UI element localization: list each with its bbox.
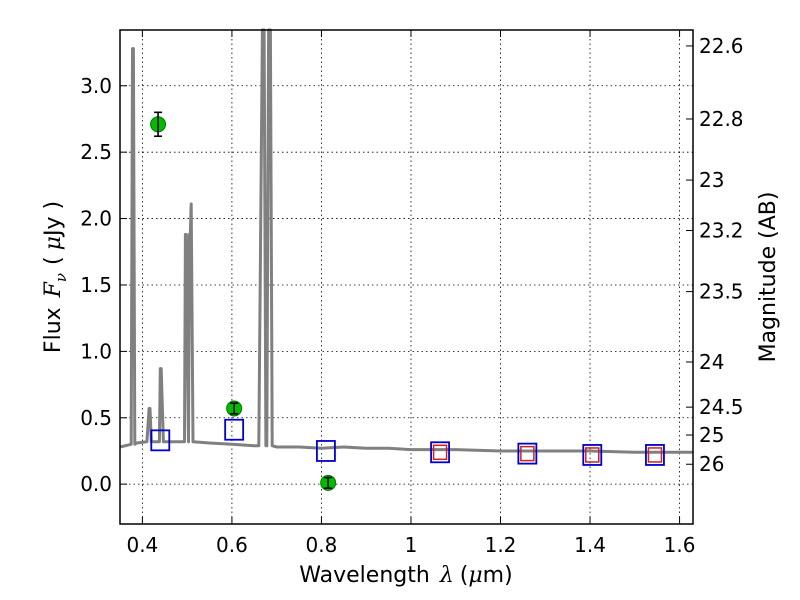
y-tick-label: 0.0 [80, 472, 112, 496]
x-tick-label: 1.4 [574, 533, 606, 557]
y-tick-label: 1.0 [80, 339, 112, 363]
y-tick-label: 2.0 [80, 207, 112, 231]
y2-tick-label: 25 [699, 423, 724, 447]
nir-photometry-square [647, 447, 663, 463]
x-tick-label: 1.2 [485, 533, 517, 557]
model-spectrum-line [119, 28, 693, 454]
y2-tick-label: 23.2 [699, 219, 744, 243]
y2-tick-label: 23.5 [699, 280, 744, 304]
y2-tick-label: 22.8 [699, 107, 744, 131]
grid-lines [120, 30, 693, 524]
model-photometry-square [224, 418, 245, 441]
model-photometry-square [517, 442, 538, 465]
model-photometry-square [645, 444, 665, 466]
y2-tick-label: 22.6 [699, 34, 744, 58]
nir-photometry-square [585, 447, 600, 463]
x-tick-label: 0.8 [306, 533, 338, 557]
y-tick-label: 1.5 [80, 273, 112, 297]
y2-tick-label: 26 [699, 452, 724, 476]
model-photometry-square [582, 444, 603, 466]
plot-frame [119, 29, 694, 525]
axis-ticks: 0.4 0.6 0.8 1 1.2 1.4 1.6 0.0 0.5 1.0 1.5 2.0 2.5 3.0… [80, 30, 744, 557]
plot-background [120, 30, 693, 524]
nir-photometry-square [520, 445, 535, 462]
model-photometry-square [316, 440, 336, 462]
y2-tick-label: 23 [699, 168, 724, 192]
x-tick-label: 0.4 [126, 533, 158, 557]
y2-tick-label: 24.5 [699, 395, 744, 419]
x-tick-label: 1.6 [664, 533, 696, 557]
secondary-y-axis-label: Magnitude (AB) [756, 192, 781, 363]
model-photometry-square [430, 441, 450, 464]
y-tick-label: 2.5 [80, 140, 112, 164]
y-axis-label: FluxFν(μJy ) [41, 201, 70, 353]
x-tick-label: 0.6 [216, 533, 248, 557]
x-axis-label: Wavelength λ (μm) [299, 563, 512, 588]
y2-tick-label: 24 [699, 350, 724, 374]
nir-photometry-square [432, 444, 448, 461]
spectrum-layer [119, 28, 693, 454]
x-tick-label: 1 [405, 533, 418, 557]
model-photometry-square [150, 429, 171, 452]
marker-layer [150, 111, 665, 491]
y-tick-label: 0.5 [80, 406, 112, 430]
y-tick-label: 3.0 [80, 74, 112, 98]
